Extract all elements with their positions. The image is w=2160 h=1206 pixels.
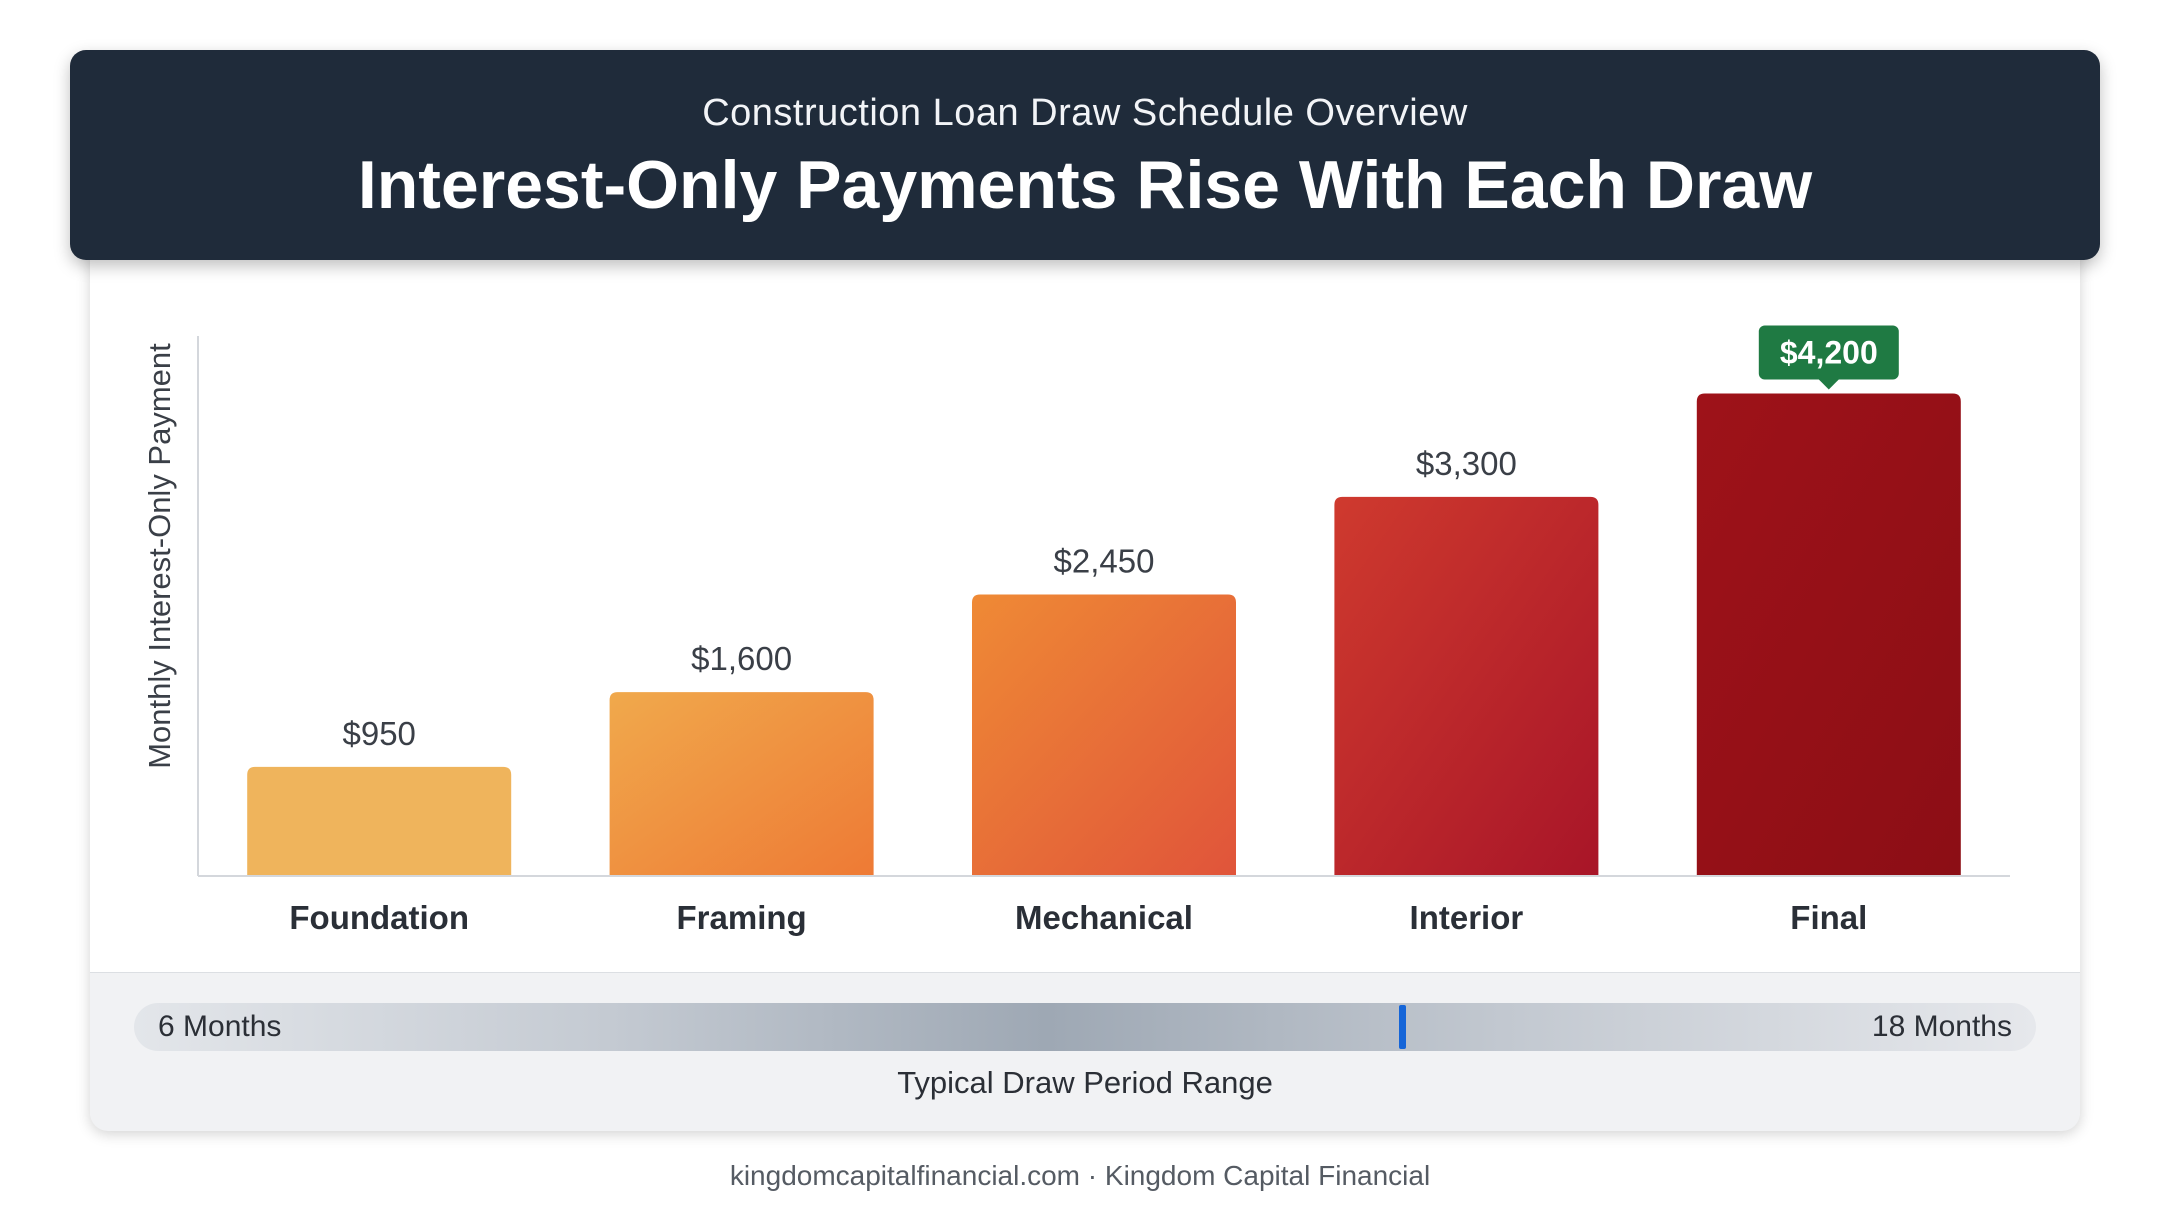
bar-framing <box>609 692 874 876</box>
highlight-badge <box>1758 325 1899 380</box>
range-max-label: 18 Months <box>1871 1010 2012 1043</box>
bar-interior <box>1334 496 1599 876</box>
x-tick-label: Framing <box>677 899 807 936</box>
bar-final <box>1696 393 1961 876</box>
data-label: $2,450 <box>1054 543 1155 580</box>
chart-header: Construction Loan Draw Schedule Overview… <box>70 50 2100 260</box>
chart-title: Interest-Only Payments Rise With Each Dr… <box>357 147 1813 223</box>
chart-subtitle: Construction Loan Draw Schedule Overview <box>702 92 1468 134</box>
bar-mechanical <box>972 594 1236 876</box>
highlight-badge-pointer <box>1818 379 1839 390</box>
data-label: $1,600 <box>691 640 792 677</box>
range-caption: Typical Draw Period Range <box>897 1065 1273 1100</box>
footer-credit: kingdomcapitalfinancial.com · Kingdom Ca… <box>729 1160 1431 1191</box>
bar-foundation <box>247 766 512 876</box>
range-marker <box>1398 1005 1406 1049</box>
data-label: $4,200 <box>1780 334 1878 370</box>
data-label: $950 <box>342 715 415 752</box>
range-min-label: 6 Months <box>158 1010 282 1043</box>
x-tick-label: Mechanical <box>1015 899 1193 936</box>
y-axis-label: Monthly Interest-Only Payment <box>142 343 177 769</box>
data-label: $3,300 <box>1416 445 1517 482</box>
x-tick-label: Foundation <box>289 899 469 936</box>
x-tick-label: Final <box>1790 899 1867 936</box>
draw-period-range-bar: 6 Months 18 Months <box>134 1003 2036 1051</box>
x-tick-label: Interior <box>1410 899 1524 936</box>
draw-period-panel: 6 Months 18 Months Typical Draw Period R… <box>90 972 2080 1131</box>
